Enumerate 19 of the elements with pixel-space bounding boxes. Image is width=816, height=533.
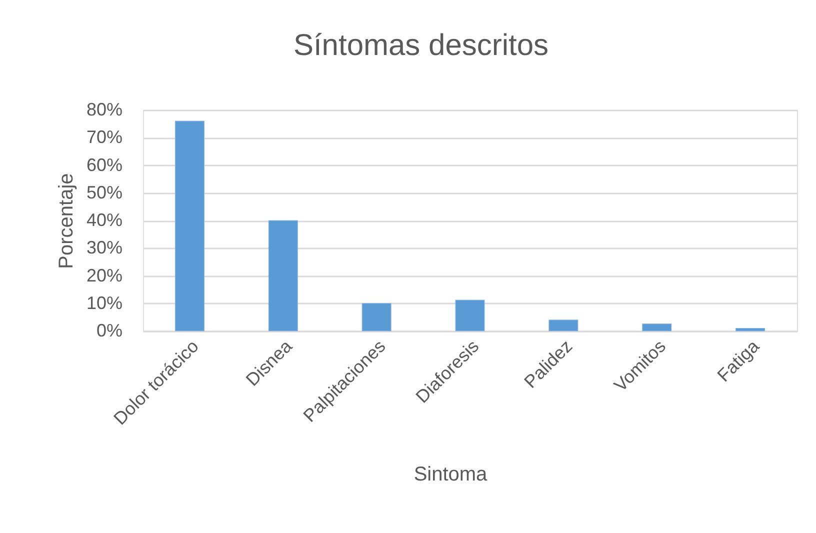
bar — [455, 300, 485, 332]
bar — [268, 220, 298, 332]
y-tick-label: 10% — [86, 292, 122, 313]
bar — [548, 320, 578, 332]
chart-title: Síntomas descritos — [293, 29, 549, 62]
y-tick-label: 70% — [86, 127, 122, 148]
y-tick-label: 80% — [86, 100, 122, 120]
y-tick-label: 20% — [86, 265, 122, 286]
bar — [174, 120, 204, 332]
y-tick-label: 40% — [86, 210, 122, 230]
y-tick-label: 30% — [86, 238, 122, 258]
bar — [736, 328, 766, 332]
y-axis-title: Porcentaje — [55, 173, 78, 269]
y-tick-label: 60% — [86, 154, 122, 175]
y-tick-label: 0% — [96, 320, 122, 340]
bar — [642, 324, 672, 332]
x-axis-title: Sintoma — [414, 464, 488, 486]
bar — [362, 303, 392, 332]
y-tick-label: 50% — [86, 182, 122, 202]
